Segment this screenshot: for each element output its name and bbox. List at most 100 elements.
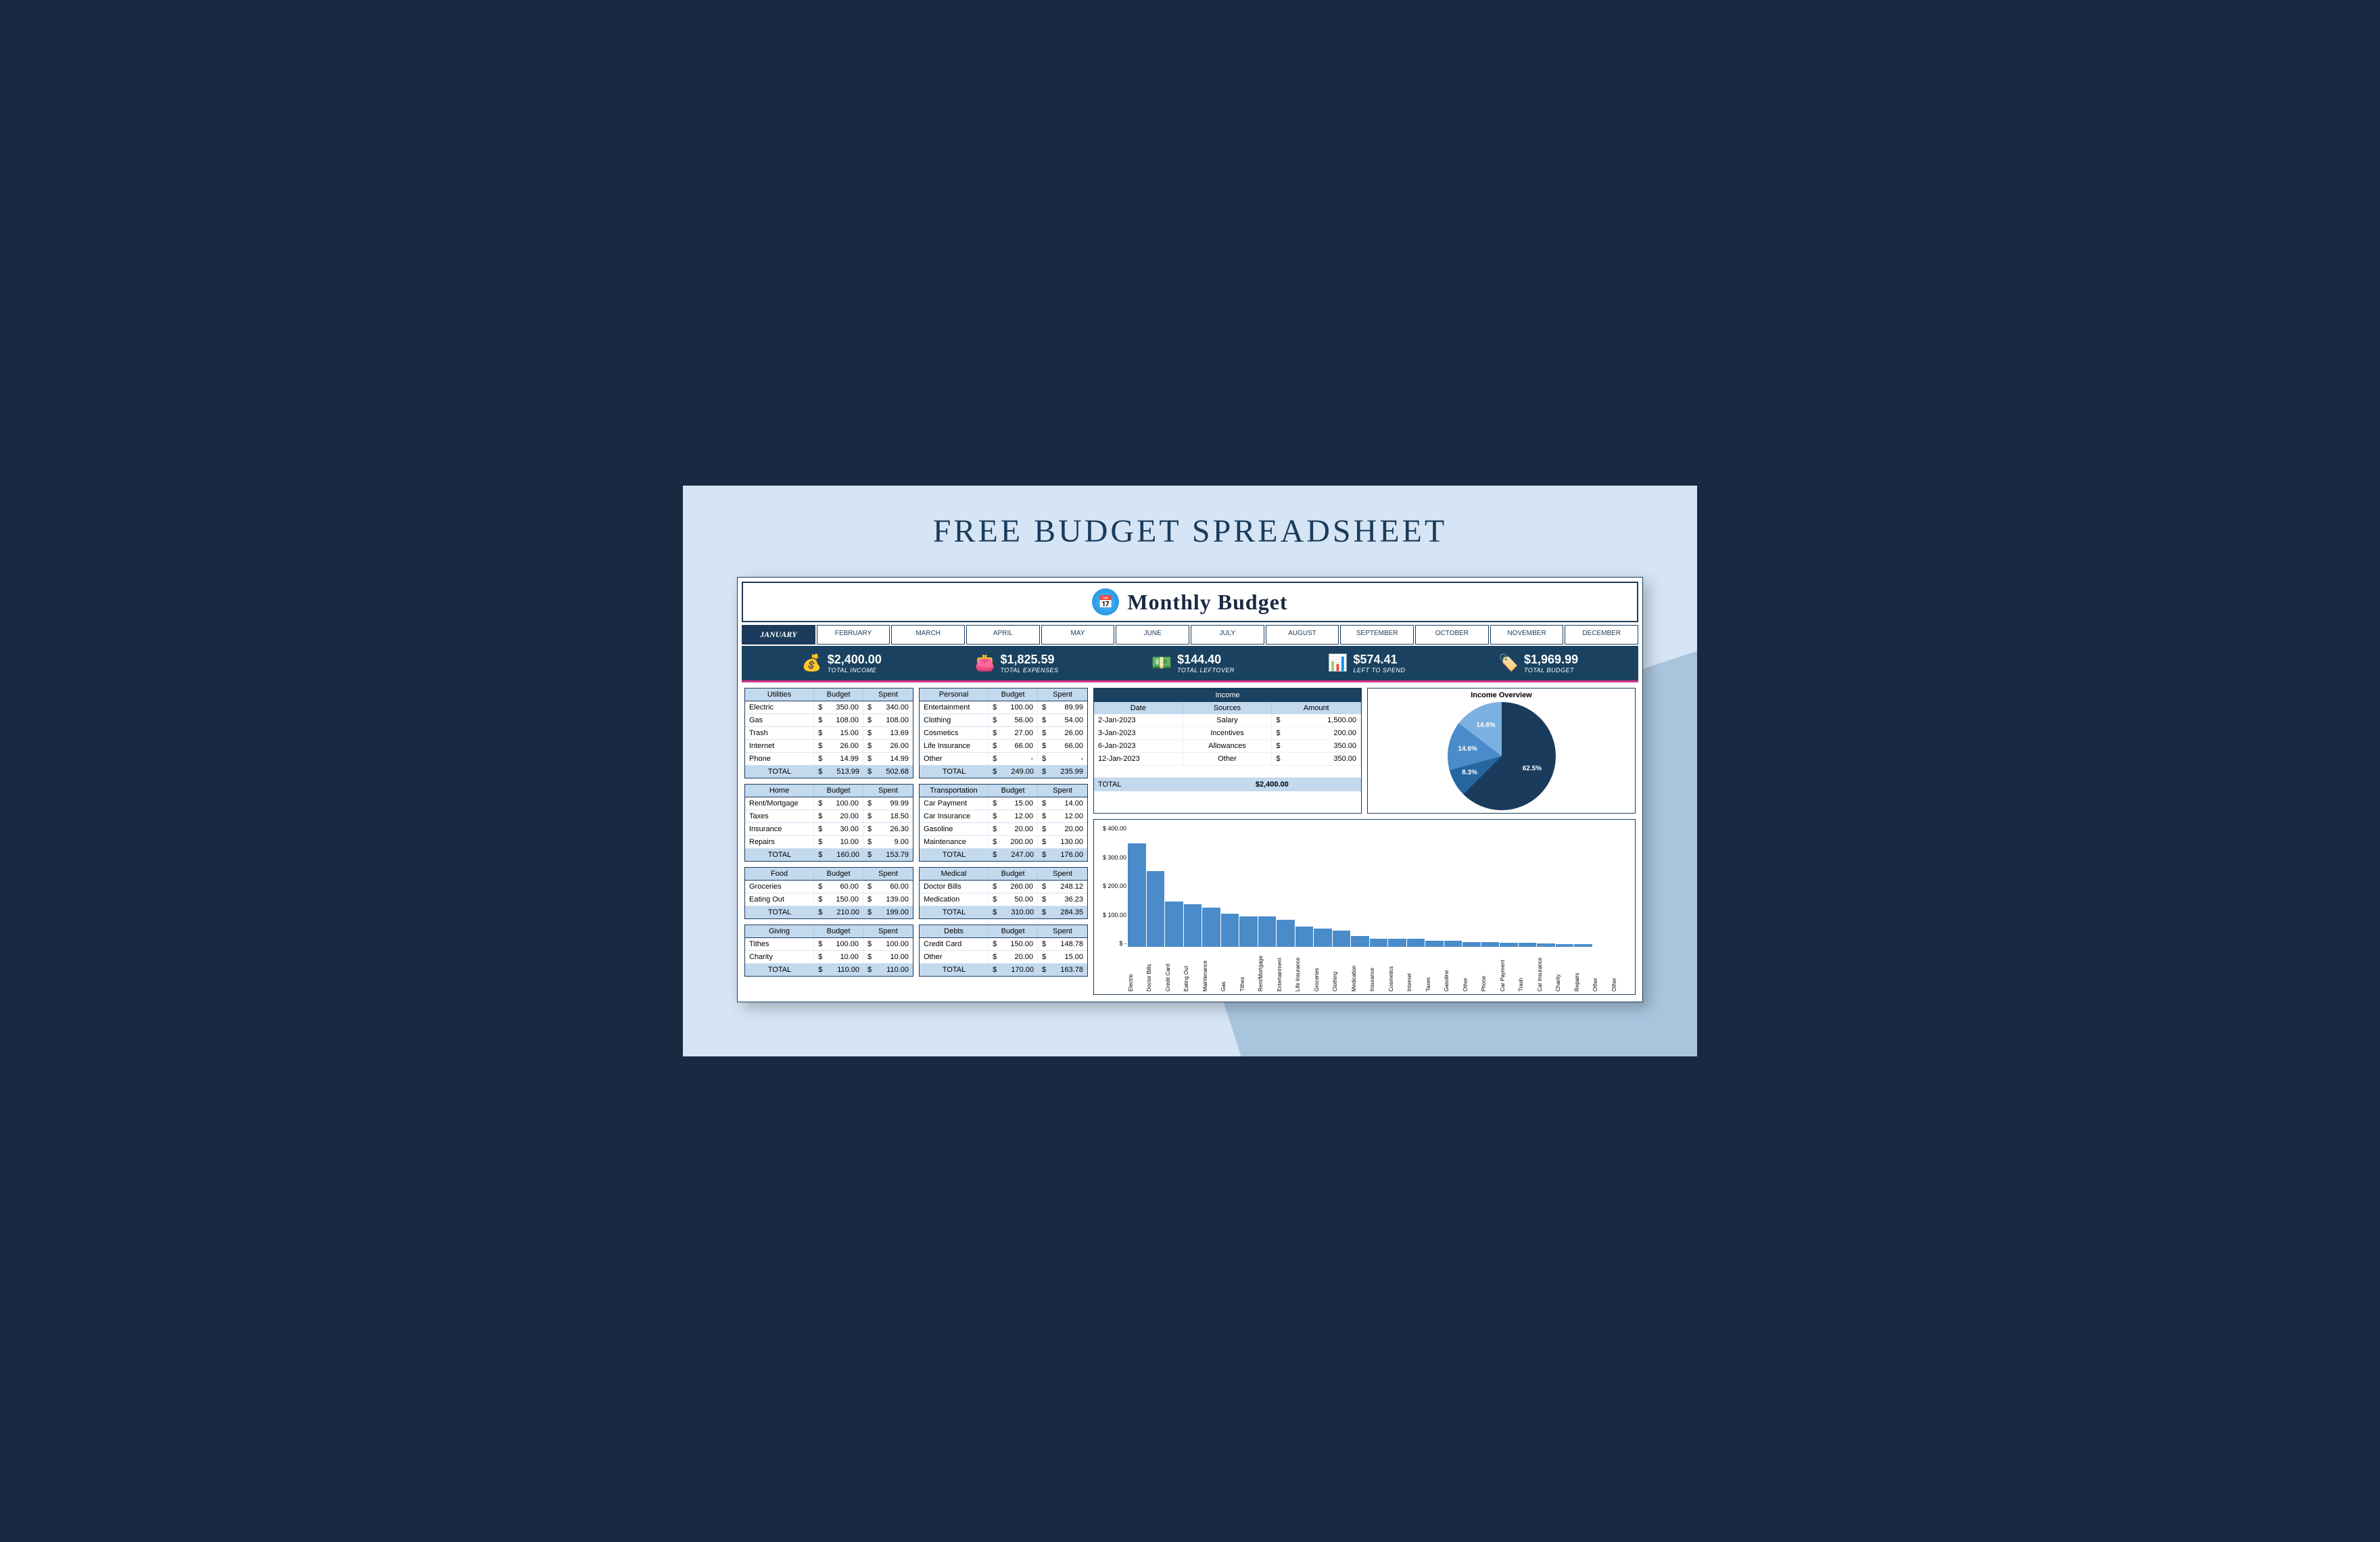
row-spent[interactable]: $26.00 (1038, 727, 1087, 739)
table-row: Maintenance$200.00$130.00 (920, 836, 1087, 849)
row-spent[interactable]: $15.00 (1038, 951, 1087, 963)
total-label: TOTAL (920, 766, 989, 778)
total-spent: $199.00 (863, 906, 913, 918)
row-label: Internet (745, 740, 814, 752)
row-budget[interactable]: $- (989, 753, 1038, 765)
month-tab-january[interactable]: JANUARY (742, 625, 815, 645)
row-budget[interactable]: $100.00 (814, 938, 863, 950)
total-spent: $235.99 (1038, 766, 1087, 778)
month-tab-september[interactable]: SEPTEMBER (1340, 625, 1414, 645)
row-spent[interactable]: $66.00 (1038, 740, 1087, 752)
row-budget[interactable]: $108.00 (814, 714, 863, 726)
row-budget[interactable]: $14.99 (814, 753, 863, 765)
income-amount[interactable]: $1,500.00 (1272, 714, 1361, 727)
month-tab-july[interactable]: JULY (1191, 625, 1264, 645)
income-source[interactable]: Incentives (1183, 727, 1272, 740)
row-spent[interactable]: $60.00 (863, 881, 913, 893)
bar (1407, 939, 1425, 947)
month-tab-june[interactable]: JUNE (1116, 625, 1189, 645)
row-spent[interactable]: $14.00 (1038, 797, 1087, 810)
row-spent[interactable]: $9.00 (863, 836, 913, 848)
row-budget[interactable]: $200.00 (989, 836, 1038, 848)
row-spent[interactable]: $12.00 (1038, 810, 1087, 822)
total-label: TOTAL (745, 849, 814, 861)
col-spent: Spent (863, 925, 913, 937)
row-budget[interactable]: $260.00 (989, 881, 1038, 893)
row-spent[interactable]: $108.00 (863, 714, 913, 726)
row-spent[interactable]: $139.00 (863, 893, 913, 906)
pie-slice-label: 62.5% (1523, 765, 1542, 772)
row-budget[interactable]: $20.00 (989, 951, 1038, 963)
row-spent[interactable]: $10.00 (863, 951, 913, 963)
month-tab-february[interactable]: FEBRUARY (817, 625, 890, 645)
row-budget[interactable]: $12.00 (989, 810, 1038, 822)
row-spent[interactable]: $13.69 (863, 727, 913, 739)
month-tab-april[interactable]: APRIL (966, 625, 1040, 645)
row-budget[interactable]: $15.00 (814, 727, 863, 739)
income-date[interactable]: 6-Jan-2023 (1094, 740, 1183, 753)
row-spent[interactable]: $14.99 (863, 753, 913, 765)
row-spent[interactable]: $18.50 (863, 810, 913, 822)
income-date[interactable]: 3-Jan-2023 (1094, 727, 1183, 740)
sheet-header: 📅 Monthly Budget (742, 582, 1638, 622)
month-tab-october[interactable]: OCTOBER (1415, 625, 1489, 645)
month-tab-august[interactable]: AUGUST (1266, 625, 1339, 645)
income-date[interactable]: 12-Jan-2023 (1094, 753, 1183, 766)
row-budget[interactable]: $60.00 (814, 881, 863, 893)
row-budget[interactable]: $150.00 (814, 893, 863, 906)
row-spent[interactable]: $36.23 (1038, 893, 1087, 906)
row-budget[interactable]: $20.00 (814, 810, 863, 822)
month-tab-march[interactable]: MARCH (891, 625, 965, 645)
row-spent[interactable]: $- (1038, 753, 1087, 765)
row-budget[interactable]: $350.00 (814, 701, 863, 714)
col-budget: Budget (814, 785, 863, 797)
row-spent[interactable]: $54.00 (1038, 714, 1087, 726)
row-spent[interactable]: $248.12 (1038, 881, 1087, 893)
x-label: Car Insurance (1537, 950, 1555, 991)
row-spent[interactable]: $340.00 (863, 701, 913, 714)
income-source[interactable]: Salary (1183, 714, 1272, 727)
row-spent[interactable]: $26.30 (863, 823, 913, 835)
month-tab-november[interactable]: NOVEMBER (1490, 625, 1564, 645)
row-spent[interactable]: $20.00 (1038, 823, 1087, 835)
row-budget[interactable]: $66.00 (989, 740, 1038, 752)
row-spent[interactable]: $89.99 (1038, 701, 1087, 714)
month-tab-december[interactable]: DECEMBER (1565, 625, 1638, 645)
row-budget[interactable]: $10.00 (814, 951, 863, 963)
x-label: Charity (1555, 950, 1573, 991)
row-label: Gasoline (920, 823, 989, 835)
income-row: 6-Jan-2023Allowances$350.00 (1094, 740, 1361, 753)
table-row: Doctor Bills$260.00$248.12 (920, 881, 1087, 893)
row-spent[interactable]: $100.00 (863, 938, 913, 950)
income-amount[interactable]: $200.00 (1272, 727, 1361, 740)
col-spent: Spent (863, 868, 913, 880)
month-tab-may[interactable]: MAY (1041, 625, 1115, 645)
table-row: Insurance$30.00$26.30 (745, 823, 913, 836)
income-amount[interactable]: $350.00 (1272, 740, 1361, 753)
row-spent[interactable]: $148.78 (1038, 938, 1087, 950)
income-source[interactable]: Allowances (1183, 740, 1272, 753)
row-budget[interactable]: $26.00 (814, 740, 863, 752)
income-date[interactable]: 2-Jan-2023 (1094, 714, 1183, 727)
row-budget[interactable]: $30.00 (814, 823, 863, 835)
row-budget[interactable]: $100.00 (814, 797, 863, 810)
row-spent[interactable]: $26.00 (863, 740, 913, 752)
row-budget[interactable]: $27.00 (989, 727, 1038, 739)
pie-slice-label: 14.6% (1458, 745, 1477, 753)
row-budget[interactable]: $20.00 (989, 823, 1038, 835)
row-budget[interactable]: $10.00 (814, 836, 863, 848)
row-budget[interactable]: $15.00 (989, 797, 1038, 810)
row-budget[interactable]: $100.00 (989, 701, 1038, 714)
row-budget[interactable]: $56.00 (989, 714, 1038, 726)
income-amount[interactable]: $350.00 (1272, 753, 1361, 766)
summary-value: $574.41 (1354, 653, 1406, 667)
row-spent[interactable]: $99.99 (863, 797, 913, 810)
row-budget[interactable]: $50.00 (989, 893, 1038, 906)
income-source[interactable]: Other (1183, 753, 1272, 766)
row-label: Taxes (745, 810, 814, 822)
income-row: 2-Jan-2023Salary$1,500.00 (1094, 714, 1361, 727)
table-row: Car Insurance$12.00$12.00 (920, 810, 1087, 823)
row-spent[interactable]: $130.00 (1038, 836, 1087, 848)
row-budget[interactable]: $150.00 (989, 938, 1038, 950)
income-col-amount: Amount (1272, 702, 1361, 714)
